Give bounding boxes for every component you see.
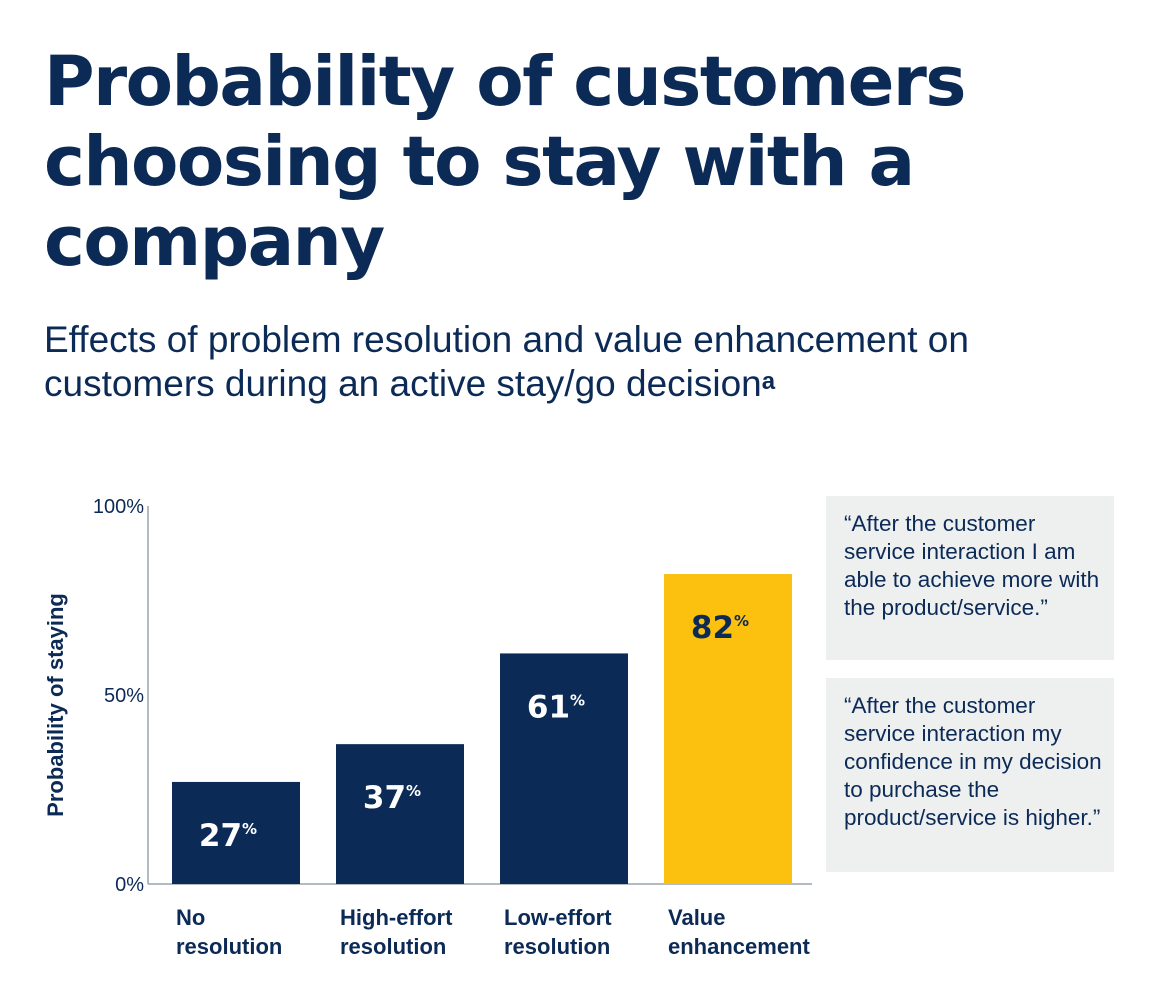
bar xyxy=(664,574,792,884)
bar xyxy=(336,744,464,884)
bar-value-label: 82% xyxy=(691,610,749,646)
bar-value-label: 61% xyxy=(527,689,585,725)
x-category-label: resolution xyxy=(504,934,610,959)
chart-subtitle: Effects of problem resolution and value … xyxy=(44,318,1124,406)
y-tick-label: 50% xyxy=(104,685,144,707)
quote-box-1: “After the customer service interaction … xyxy=(826,496,1114,660)
x-category-label: High-effort xyxy=(340,905,453,930)
chart-subtitle-text: Effects of problem resolution and value … xyxy=(44,319,969,404)
quote-box-2: “After the customer service interaction … xyxy=(826,678,1114,872)
y-tick-label: 100% xyxy=(93,496,144,518)
x-category-label: resolution xyxy=(340,934,446,959)
bar xyxy=(172,781,300,884)
x-category-label: Low-effort xyxy=(504,905,612,930)
bar-chart: 0% 50% 100% Probability of staying 27% No reso… xyxy=(43,496,812,959)
y-tick-label: 0% xyxy=(115,874,144,896)
x-category-label: resolution xyxy=(176,934,282,959)
bar-value-label: 37% xyxy=(363,780,421,816)
bar xyxy=(500,653,628,884)
y-axis-label: Probability of staying xyxy=(43,593,68,817)
subtitle-footnote-marker: a xyxy=(761,368,776,395)
bar-value-label: 27% xyxy=(199,818,257,854)
chart-title: Probability of customers choosing to sta… xyxy=(44,42,967,282)
x-category-label: No xyxy=(176,905,205,930)
x-category-label: enhancement xyxy=(668,934,810,959)
x-category-label: Value xyxy=(668,905,725,930)
